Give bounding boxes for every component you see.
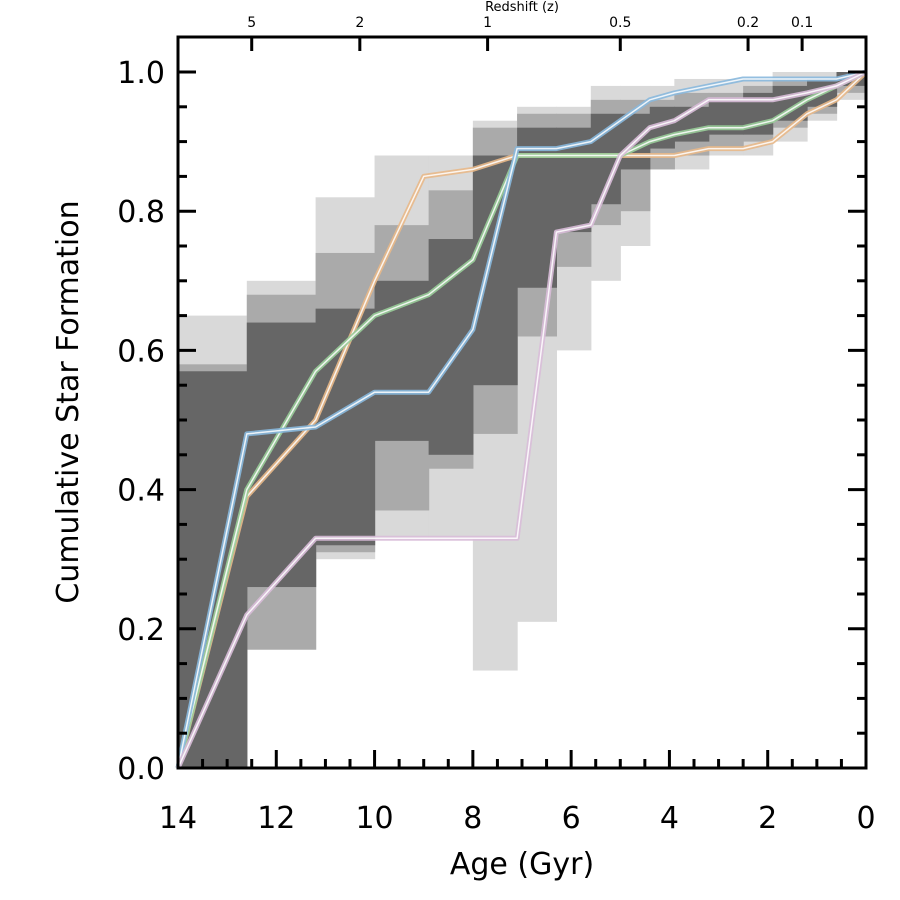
y-tick-label: 0.4 xyxy=(117,474,165,509)
series-lines xyxy=(175,69,868,770)
band-dark-col-4 xyxy=(428,239,474,455)
series-line-core-blue xyxy=(177,71,867,769)
y-tick-label: 0.6 xyxy=(117,334,165,369)
top-axis-ticks: 5 2 1 0.5 0.2 0.1 xyxy=(247,15,813,51)
x-tick-label: 4 xyxy=(660,801,679,836)
top-tick-label: 5 xyxy=(247,15,256,31)
band-dark-col-5 xyxy=(472,155,518,386)
series-line-core-pink xyxy=(177,71,867,769)
series-line-core-green xyxy=(177,71,867,769)
x-axis-ticks: 14 12 10 8 6 4 2 0 xyxy=(159,750,876,836)
x-tick-label: 6 xyxy=(562,801,581,836)
x-tick-label: 2 xyxy=(758,801,777,836)
x-axis-title: Age (Gyr) xyxy=(450,847,594,882)
top-tick-label: 1 xyxy=(483,15,492,31)
top-tick-label: 2 xyxy=(355,15,364,31)
top-tick-label: 0.5 xyxy=(609,15,631,31)
x-tick-label: 8 xyxy=(463,801,482,836)
y-tick-label: 0.2 xyxy=(117,613,165,648)
y-axis-ticks: 0.0 0.2 0.4 0.6 0.8 1.0 xyxy=(117,56,866,787)
y-tick-label: 1.0 xyxy=(117,56,165,91)
y-tick-label: 0.0 xyxy=(117,752,165,787)
top-axis-title: Redshift (z) xyxy=(485,0,559,15)
y-axis-title: Cumulative Star Formation xyxy=(51,200,86,603)
x-tick-label: 14 xyxy=(159,801,197,836)
x-tick-label: 12 xyxy=(257,801,295,836)
y-tick-label: 0.8 xyxy=(117,195,165,230)
x-tick-label: 10 xyxy=(355,801,393,836)
top-tick-label: 0.2 xyxy=(737,15,759,31)
uncertainty-bands xyxy=(178,72,867,768)
x-tick-label: 0 xyxy=(856,801,875,836)
top-tick-label: 0.1 xyxy=(791,15,813,31)
